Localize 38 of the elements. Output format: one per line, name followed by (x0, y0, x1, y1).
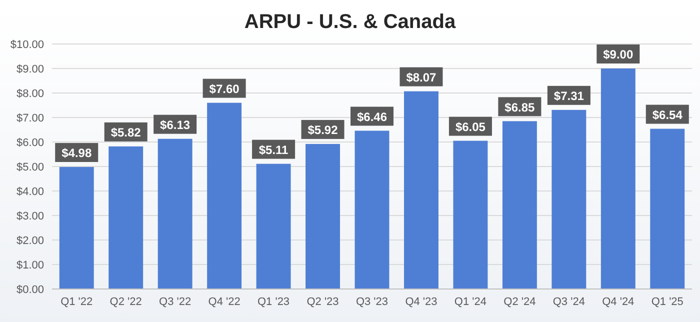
y-tick-label: $10.00 (10, 38, 44, 51)
y-tick-label: $1.00 (16, 259, 44, 272)
x-tick-label: Q2 '23 (306, 296, 339, 308)
data-label: $5.11 (258, 143, 289, 158)
x-tick-label: Q1 '23 (258, 296, 290, 308)
data-label: $6.54 (652, 108, 683, 122)
y-tick-label: $5.00 (16, 161, 44, 174)
y-tick-label: $3.00 (16, 210, 44, 222)
data-label: $9.00 (603, 48, 634, 62)
x-tick-label: Q3 '24 (552, 296, 585, 308)
y-tick-label: $0.00 (16, 284, 44, 296)
data-label: $5.92 (308, 123, 338, 138)
x-tick-label: Q2 '22 (110, 296, 142, 308)
data-label: $7.60 (209, 82, 240, 96)
data-label: $4.98 (62, 146, 92, 160)
data-label: $7.31 (554, 89, 584, 104)
x-tick-label: Q1 '24 (454, 296, 486, 308)
y-tick-label: $4.00 (16, 186, 44, 198)
y-tick-label: $6.00 (16, 136, 44, 149)
x-tick-label: Q3 '22 (159, 296, 192, 308)
x-tick-label: Q2 '24 (504, 296, 536, 308)
y-tick-label: $2.00 (16, 234, 44, 247)
x-tick-label: Q4 '23 (405, 296, 438, 308)
data-label: $8.07 (406, 70, 437, 84)
chart-title: ARPU - U.S. & Canada (244, 11, 456, 33)
data-label: $6.13 (160, 118, 190, 132)
x-tick-label: Q4 '24 (602, 296, 634, 308)
data-label: $6.05 (455, 120, 486, 134)
data-label: $6.46 (356, 110, 388, 124)
x-tick-label: Q1 '25 (651, 296, 684, 308)
data-label: $6.85 (504, 100, 536, 114)
data-label: $5.82 (110, 126, 142, 140)
y-tick-label: $7.00 (16, 112, 44, 124)
x-tick-label: Q1 '22 (60, 296, 93, 308)
x-tick-label: Q3 '23 (356, 296, 388, 308)
y-tick-label: $8.00 (16, 88, 44, 100)
x-tick-label: Q4 '22 (208, 296, 240, 308)
y-tick-label: $9.00 (16, 63, 44, 76)
